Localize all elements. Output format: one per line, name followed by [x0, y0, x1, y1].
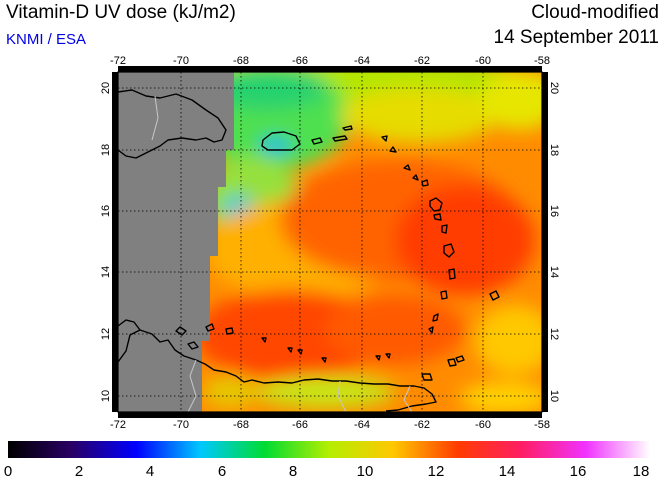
lat-label: 14: [548, 266, 560, 278]
lat-labels-left: 10 12 14 16 18 20: [100, 82, 112, 402]
organization-label: KNMI / ESA: [6, 31, 87, 48]
lat-label: 14: [100, 266, 112, 278]
product-mode-label: Cloud-modified: [531, 2, 659, 23]
lon-label: -58: [534, 419, 550, 431]
lat-label: 18: [548, 144, 560, 156]
colorbar-label: 14: [499, 463, 516, 480]
bottom-axis-band: [118, 412, 542, 418]
colorbar-label: 0: [4, 463, 12, 480]
lat-label: 16: [100, 205, 112, 217]
colorbar-label: 4: [146, 463, 154, 480]
lon-label: -60: [475, 419, 491, 431]
top-axis-band: [118, 66, 542, 72]
map-title: Vitamin-D UV dose (kJ/m2): [6, 2, 236, 23]
lon-label: -66: [292, 419, 308, 431]
lat-label: 12: [548, 328, 560, 340]
lon-labels-top: -72 -70 -68 -66 -64 -62 -60 -58: [110, 55, 550, 67]
colorbar-label: 6: [218, 463, 226, 480]
lon-label: -66: [292, 55, 308, 67]
right-axis-band: [542, 72, 548, 412]
coastlines: [118, 89, 500, 412]
no-data-region: [118, 72, 234, 412]
left-axis-band: [112, 72, 118, 412]
lat-label: 20: [100, 82, 112, 94]
lon-label: -70: [173, 419, 189, 431]
lon-label: -58: [534, 55, 550, 67]
lat-label: 10: [100, 390, 112, 402]
lon-label: -70: [173, 55, 189, 67]
lon-label: -64: [354, 419, 370, 431]
lat-label: 20: [548, 82, 560, 94]
colorbar-label: 16: [570, 463, 587, 480]
gridlines: [118, 72, 542, 412]
colorbar-label: 18: [633, 463, 650, 480]
lat-label: 10: [548, 390, 560, 402]
lon-label: -68: [233, 55, 249, 67]
lon-label: -72: [110, 419, 126, 431]
colorbar-label: 2: [75, 463, 83, 480]
lat-label: 12: [100, 328, 112, 340]
colorbar-labels: 0 2 4 6 8 10 12 14 16 18: [4, 463, 650, 480]
lon-label: -62: [414, 419, 430, 431]
date-label: 14 September 2011: [493, 27, 660, 48]
country-borders: [151, 95, 413, 412]
lon-label: -72: [110, 55, 126, 67]
colorbar-label: 10: [357, 463, 374, 480]
lon-label: -68: [233, 419, 249, 431]
lat-label: 16: [548, 205, 560, 217]
colorbar-label: 12: [428, 463, 445, 480]
lon-label: -64: [354, 55, 370, 67]
lon-labels-bottom: -72 -70 -68 -66 -64 -62 -60 -58: [110, 419, 550, 431]
lat-labels-right: 10 12 14 16 18 20: [548, 82, 560, 402]
colorbar-label: 8: [289, 463, 297, 480]
colorbar: [8, 441, 650, 458]
uv-dose-field: [118, 72, 542, 412]
lon-label: -62: [414, 55, 430, 67]
lon-label: -60: [475, 55, 491, 67]
lat-label: 18: [100, 144, 112, 156]
